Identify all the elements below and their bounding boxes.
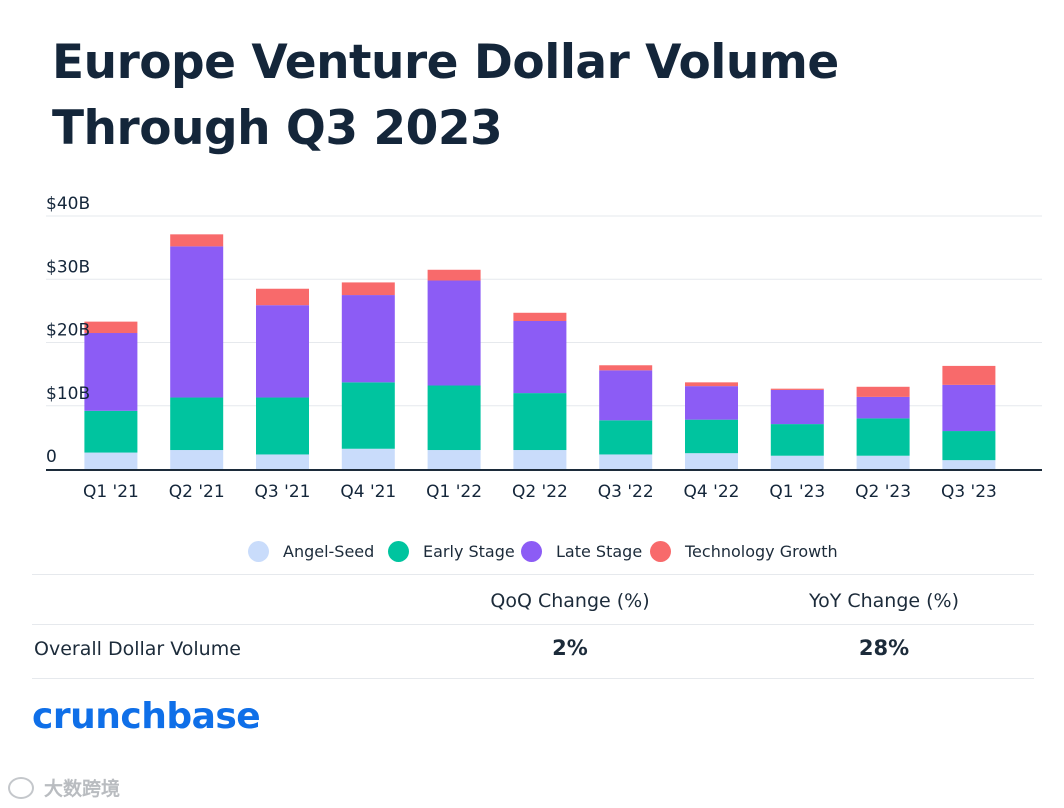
legend-label: Technology Growth	[685, 541, 838, 561]
legend-swatch	[388, 540, 409, 562]
legend-label: Late Stage	[556, 541, 643, 561]
legend-swatch	[650, 540, 671, 562]
bar-segment-early-stage	[427, 385, 481, 451]
bar-segment-technology-growth	[256, 288, 309, 306]
y-tick-label: $20B	[46, 321, 90, 341]
bar-segment-angel-seed	[341, 448, 395, 469]
x-tick-label: Q3 '21	[255, 482, 311, 502]
y-tick-label: $30B	[46, 257, 90, 277]
bar-segment-angel-seed	[856, 455, 910, 469]
bar-segment-early-stage	[84, 410, 138, 453]
bar-segment-early-stage	[341, 382, 395, 449]
bar-segment-angel-seed	[170, 450, 224, 469]
legend-swatch	[248, 540, 269, 562]
legend-item-technology-growth: Technology Growth	[650, 538, 838, 564]
bar-segment-early-stage	[256, 397, 309, 455]
bar-segment-angel-seed	[942, 460, 996, 469]
bar-segment-angel-seed	[685, 453, 738, 469]
watermark-text: 大数跨境	[44, 778, 121, 800]
bar-segment-late-stage	[856, 396, 910, 419]
y-tick-label: $40B	[46, 194, 90, 214]
legend-item-angel-seed: Angel-Seed	[248, 538, 374, 564]
x-tick-label: Q2 '23	[855, 482, 911, 502]
bar-segment-technology-growth	[84, 321, 138, 334]
x-tick-label: Q2 '22	[512, 482, 568, 502]
yoy-value: 28%	[858, 636, 910, 660]
chart-title: Europe Venture Dollar Volume Through Q3 …	[52, 35, 839, 156]
bar-segment-technology-growth	[341, 282, 395, 296]
bar-segment-late-stage	[170, 246, 224, 398]
x-tick-label: Q1 '21	[83, 482, 139, 502]
y-tick-label: $10B	[46, 384, 90, 404]
x-tick-label: Q3 '22	[598, 482, 654, 502]
bar-segment-technology-growth	[427, 269, 481, 281]
bar-segment-angel-seed	[513, 450, 567, 469]
row-label: Overall Dollar Volume	[34, 638, 241, 660]
table-divider	[32, 678, 1034, 679]
legend-label: Early Stage	[423, 541, 515, 561]
table-divider	[32, 574, 1034, 575]
bar-segment-early-stage	[685, 419, 738, 454]
x-tick-label: Q3 '23	[941, 482, 997, 502]
bar-segment-late-stage	[84, 333, 138, 411]
bar-segment-technology-growth	[942, 365, 996, 385]
qoq-header: QoQ Change (%)	[490, 590, 650, 612]
bar-segment-angel-seed	[427, 450, 481, 469]
bar-segment-late-stage	[256, 305, 309, 398]
x-tick-label: Q1 '22	[426, 482, 482, 502]
x-tick-label: Q4 '22	[684, 482, 740, 502]
bar-segment-early-stage	[942, 431, 996, 461]
bar-segment-angel-seed	[770, 455, 824, 469]
bar-segment-late-stage	[513, 320, 567, 394]
bar-segment-late-stage	[685, 386, 738, 420]
legend-label: Angel-Seed	[283, 541, 375, 561]
bar-segment-technology-growth	[770, 388, 824, 390]
bar-segment-early-stage	[599, 420, 653, 455]
x-tick-label: Q2 '21	[169, 482, 225, 502]
bar-segment-late-stage	[341, 295, 395, 383]
legend-item-late-stage: Late Stage	[521, 538, 642, 564]
crunchbase-logo: crunchbase	[32, 696, 261, 737]
bar-segment-angel-seed	[84, 452, 138, 469]
legend-swatch	[521, 540, 542, 562]
bar-segment-early-stage	[170, 397, 224, 451]
bar-segment-technology-growth	[170, 234, 224, 247]
bar-segment-technology-growth	[685, 382, 738, 387]
watermark-icon	[8, 776, 34, 799]
legend-item-early-stage: Early Stage	[388, 538, 515, 564]
bar-segment-technology-growth	[856, 386, 910, 397]
x-tick-label: Q1 '23	[769, 482, 825, 502]
bar-segment-technology-growth	[599, 365, 653, 371]
bar-segment-technology-growth	[513, 312, 567, 321]
bar-segment-early-stage	[856, 418, 910, 456]
bar-segment-early-stage	[770, 424, 824, 456]
x-tick-label: Q4 '21	[340, 482, 396, 502]
watermark: 大数跨境	[8, 774, 120, 801]
bar-segment-late-stage	[599, 370, 653, 421]
table-divider	[32, 624, 1034, 625]
y-tick-label: 0	[46, 447, 57, 467]
bar-segment-early-stage	[513, 393, 567, 451]
chart-legend: Angel-Seed Early Stage Late Stage Techno…	[0, 538, 1064, 564]
stacked-bar-chart: 0 $10B $20B $30B $40B Q1 '21 Q2 '21 Q3 '21 Q4 '2…	[46, 194, 1042, 502]
bar-segment-late-stage	[427, 280, 481, 386]
bar-segment-late-stage	[942, 384, 996, 432]
qoq-value: 2%	[552, 636, 588, 660]
yoy-header: YoY Change (%)	[808, 590, 959, 612]
bar-segment-angel-seed	[599, 454, 653, 469]
bar-segment-late-stage	[770, 389, 824, 425]
bar-segment-angel-seed	[256, 454, 309, 469]
